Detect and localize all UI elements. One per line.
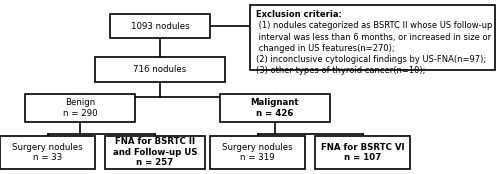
FancyBboxPatch shape <box>220 94 330 122</box>
FancyBboxPatch shape <box>0 136 95 169</box>
Text: (1) nodules categorized as BSRTC II whose US follow-up
 interval was less than 6: (1) nodules categorized as BSRTC II whos… <box>256 21 492 75</box>
Text: Surgery nodules
n = 319: Surgery nodules n = 319 <box>222 143 293 162</box>
FancyBboxPatch shape <box>315 136 410 169</box>
Text: 1093 nodules: 1093 nodules <box>130 22 190 31</box>
Text: Surgery nodules
n = 33: Surgery nodules n = 33 <box>12 143 83 162</box>
Text: 716 nodules: 716 nodules <box>134 65 186 74</box>
FancyBboxPatch shape <box>110 14 210 38</box>
Text: FNA for BSRTC VI
n = 107: FNA for BSRTC VI n = 107 <box>320 143 404 162</box>
FancyBboxPatch shape <box>105 136 205 169</box>
FancyBboxPatch shape <box>25 94 135 122</box>
Text: FNA for BSRTC II
and Follow-up US
n = 257: FNA for BSRTC II and Follow-up US n = 25… <box>113 137 197 167</box>
FancyBboxPatch shape <box>250 5 495 70</box>
Text: Malignant
n = 426: Malignant n = 426 <box>250 98 300 118</box>
FancyBboxPatch shape <box>95 57 225 82</box>
Text: Exclusion criteria:: Exclusion criteria: <box>256 10 342 19</box>
Text: Benign
n = 290: Benign n = 290 <box>62 98 98 118</box>
FancyBboxPatch shape <box>210 136 305 169</box>
